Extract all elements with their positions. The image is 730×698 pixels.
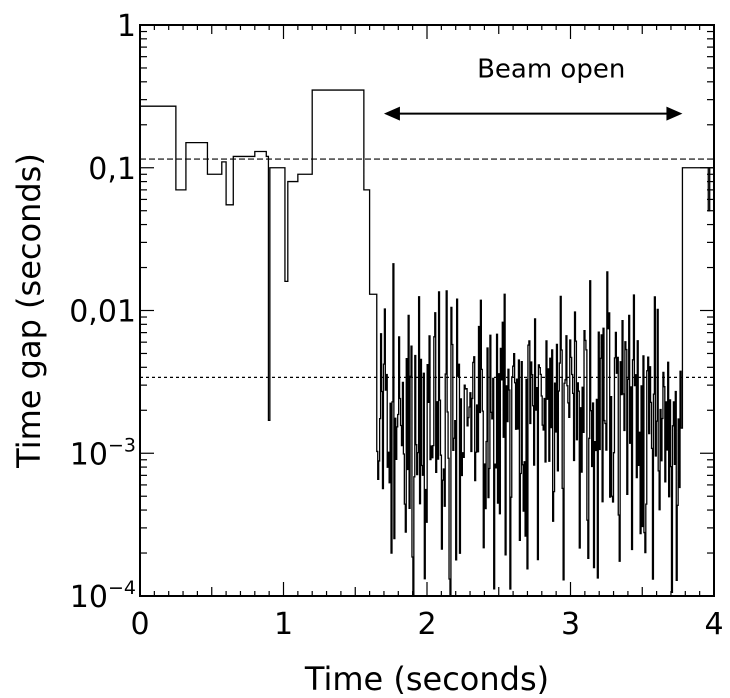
- plot-frame: [139, 24, 715, 597]
- x-tick-label: 3: [561, 607, 580, 642]
- beam-open-label: Beam open: [477, 55, 625, 85]
- tick-labels: 0 1 2 3 4 1 0,1 0,01 10−3 10−4: [69, 9, 723, 642]
- y-tick-label: 10−3: [70, 434, 136, 472]
- time-gap-series-line: [140, 89, 714, 597]
- x-tick-label: 2: [417, 607, 436, 642]
- y-tick-label: 0,1: [88, 152, 136, 187]
- y-tick-label: 10−4: [70, 577, 136, 615]
- annotation-layer: Beam open: [383, 55, 683, 121]
- y-tick-label: 0,01: [69, 295, 136, 330]
- x-tick-label: 1: [274, 607, 293, 642]
- arrow-head-left: [383, 106, 400, 121]
- arrow-head-right: [666, 106, 683, 121]
- y-axis-title: Time gap (seconds): [10, 153, 48, 469]
- x-axis-title: Time (seconds): [304, 660, 549, 698]
- x-tick-label: 4: [704, 607, 723, 642]
- x-tick-label: 0: [130, 607, 149, 642]
- series-layer: [140, 89, 714, 597]
- y-tick-label: 1: [117, 9, 136, 44]
- reference-lines: [140, 158, 714, 378]
